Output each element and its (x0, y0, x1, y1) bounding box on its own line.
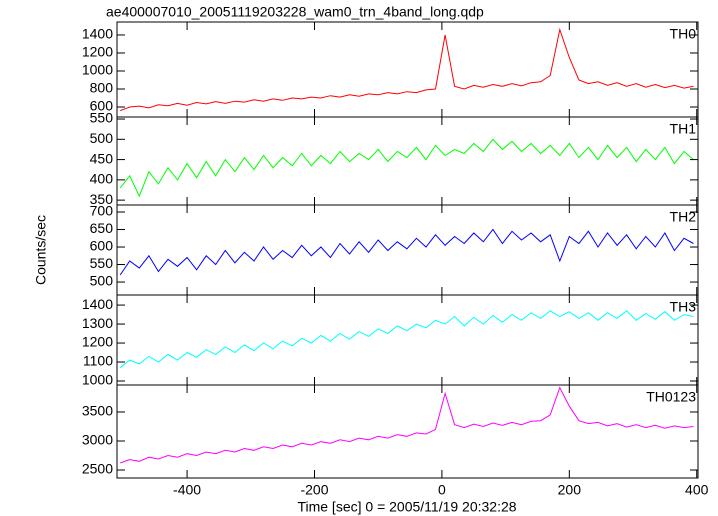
y-tick-label: 1100 (83, 353, 113, 369)
panel-frame (116, 294, 699, 386)
y-tick-label: 3000 (82, 432, 113, 448)
series-label: TH1 (670, 121, 697, 137)
x-tick-label: -400 (173, 482, 201, 498)
series-label: TH3 (670, 299, 697, 315)
y-tick-label: 700 (90, 203, 114, 219)
y-tick-label: 600 (90, 238, 114, 254)
y-tick-label: 350 (90, 191, 114, 207)
y-tick-label: 3500 (82, 403, 113, 419)
data-line (120, 386, 694, 464)
panel-frame (116, 21, 699, 118)
x-tick-label: 200 (558, 482, 582, 498)
chart-title: ae400007010_20051119203228_wam0_trn_4ban… (106, 4, 484, 20)
y-tick-label: 500 (90, 273, 114, 289)
y-axis-label: Counts/sec (33, 215, 49, 285)
y-tick-label: 400 (90, 171, 114, 187)
y-tick-label: 1300 (82, 315, 113, 331)
series-label: TH0123 (646, 389, 696, 405)
data-line (119, 228, 694, 276)
y-tick-label: 450 (90, 150, 114, 166)
x-tick-label: -200 (300, 482, 328, 498)
data-line (119, 310, 694, 369)
y-tick-label: 600 (90, 98, 114, 114)
data-line (120, 27, 694, 112)
x-tick-label: 400 (685, 482, 709, 498)
y-tick-label: 550 (90, 255, 114, 271)
series-label: TH0 (670, 26, 697, 42)
y-tick-label: 1000 (82, 372, 113, 388)
data-line (119, 138, 694, 198)
x-axis-label: Time [sec] 0 = 2005/11/19 20:32:28 (297, 499, 516, 515)
y-tick-label: 500 (90, 130, 114, 146)
y-tick-label: 550 (90, 110, 114, 126)
y-tick-label: 800 (90, 80, 114, 96)
y-tick-label: 650 (90, 220, 114, 236)
x-tick-label: 0 (438, 482, 446, 498)
y-tick-label: 1000 (82, 62, 113, 78)
y-tick-label: 1200 (82, 334, 113, 350)
panel-frame (116, 116, 699, 206)
panel-frame (116, 204, 699, 296)
y-tick-label: 1200 (82, 44, 113, 60)
series-label: TH2 (670, 209, 697, 225)
y-tick-label: 1400 (82, 296, 113, 312)
y-tick-label: 2500 (82, 461, 113, 477)
y-tick-label: 1400 (82, 26, 113, 42)
panel-frame (116, 384, 699, 479)
